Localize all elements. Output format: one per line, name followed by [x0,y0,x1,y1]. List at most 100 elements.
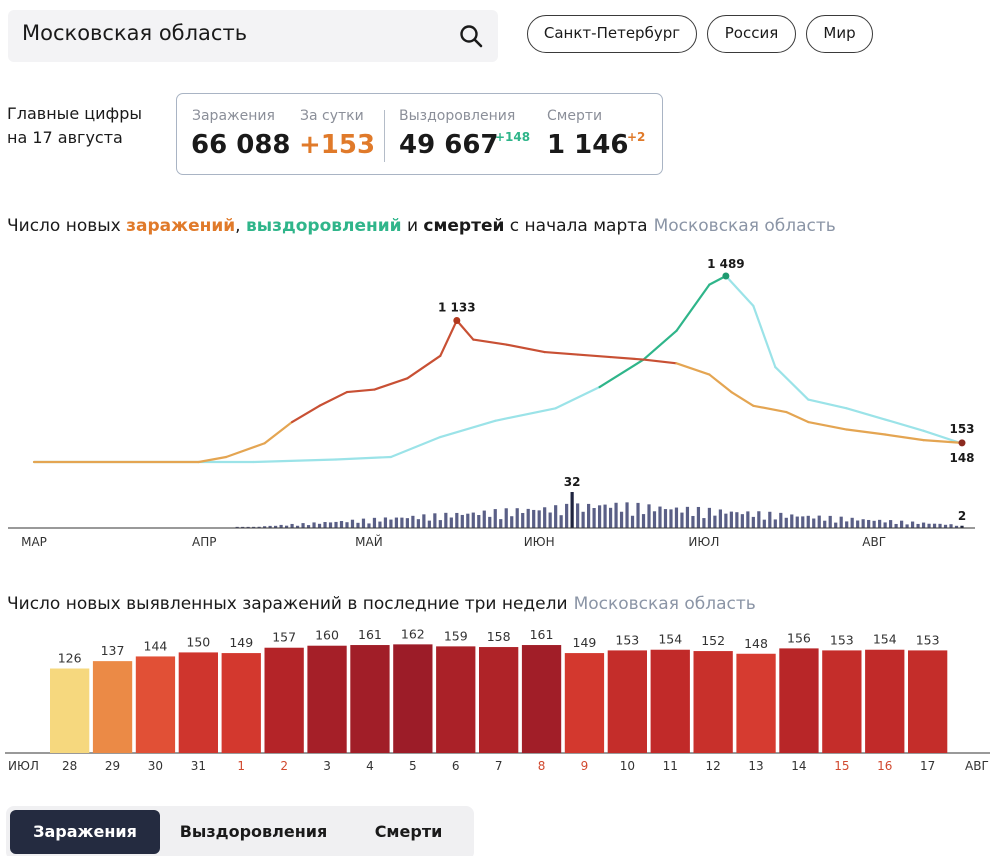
deaths-bar [241,526,245,528]
infections-peak-marker [453,316,461,324]
deaths-bar [279,524,283,528]
recoveries-segment [642,329,678,361]
weekly-value-label: 126 [58,651,82,666]
deaths-bar [614,502,618,528]
infections-segment [373,377,409,391]
deaths-bar [718,509,722,528]
deaths-bar [856,520,860,528]
tab-infections[interactable]: Заражения [10,810,160,854]
infections-segment [439,319,458,357]
deaths-bar [394,517,399,528]
infections-segment [922,439,964,444]
deaths-label: Смерти [547,108,603,124]
weekly-bar [264,647,304,753]
deaths-bar [823,520,827,528]
deaths-bar [268,525,272,528]
recoveries-segment [494,407,557,422]
deaths-bar [619,511,624,528]
infections-segment [505,343,546,354]
main-figures-card: Заражения 66 088 За сутки +153 Выздоровл… [176,93,663,175]
infections-segment [197,455,228,464]
search-icon[interactable] [458,23,484,49]
daily-value: +153 [299,130,376,160]
recoveries-segment [845,407,887,421]
deaths-bar [845,521,849,528]
weekly-date-label: 28 [62,759,77,773]
weekly-bar [607,650,647,753]
weekly-date-label: 3 [323,759,331,773]
weekly-bar [221,653,261,753]
deaths-bar [411,515,415,528]
deaths-bar [383,517,388,528]
deaths-bar [817,515,821,528]
deaths-bar [433,513,437,528]
month-label: МАР [21,535,47,549]
recoveries-peak-marker [722,272,730,280]
recoveries-delta: +148 [495,130,531,144]
weekly-bar [350,645,390,753]
deaths-bar [889,520,893,528]
deaths-bar [773,519,777,528]
tab-recoveries[interactable]: Выздоровления [179,822,328,841]
recoveries-peak-label: 1 489 [707,257,745,271]
deaths-bar [828,515,832,528]
month-label: ИЮН [524,535,555,549]
deaths-bar [861,519,865,528]
deaths-bar [916,523,920,528]
deaths-series [235,492,964,528]
weekly-bar [135,656,176,753]
search-value[interactable]: Московская область [22,21,248,45]
deaths-bar [581,511,585,528]
deaths-bar [696,506,701,528]
deaths-bar [290,523,294,528]
infections-segment [576,353,612,359]
weekly-region: Московская область [573,594,756,614]
deaths-bar [576,503,580,528]
weekly-bar [479,647,519,753]
deaths-bar [554,505,558,528]
infections-segment [263,420,294,445]
deaths-delta: +2 [627,130,646,144]
deaths-bar [729,511,733,528]
deaths-bar [400,517,404,528]
timeline-region: Московская область [653,216,836,236]
deaths-bar [740,514,744,528]
timeline-title-deaths: смертей [423,216,505,236]
region-button-russia[interactable]: Россия [707,15,796,53]
infections-last-marker [958,439,966,447]
weekly-date-label: 16 [877,759,892,773]
weekly-bar [693,651,733,753]
deaths-bar [565,503,569,528]
region-button-world[interactable]: Мир [806,15,873,53]
deaths-bar [493,509,497,528]
infections-segment [845,428,887,436]
deaths-bar [559,515,563,528]
deaths-bar [389,519,393,528]
infections-segment [345,388,376,394]
timeline-title-and: и [401,216,424,236]
deaths-bar [284,525,289,528]
deaths-bar [801,516,805,528]
deaths-bar [746,511,750,528]
deaths-bar [812,518,816,528]
deaths-bar [691,515,695,528]
weekly-date-label: 4 [366,759,374,773]
weekly-value-label: 154 [873,632,897,647]
deaths-bar [724,513,728,528]
region-button-spb[interactable]: Санкт-Петербург [527,15,697,53]
weekly-date-label: 1 [237,759,245,773]
weekly-bar [92,661,133,753]
recoveries-value: 49 667 [399,130,499,160]
deaths-value: 1 146 [547,130,629,160]
weekly-date-label: 15 [834,759,849,773]
deaths-bar [806,515,810,528]
infections-peak-label: 1 133 [438,300,476,314]
deaths-bar [839,516,843,528]
recoveries-last-label: 148 [949,451,974,465]
weekly-date-label: 13 [748,759,763,773]
timeline-title-infections: заражений [126,216,236,236]
tab-deaths[interactable]: Смерти [374,822,443,841]
deaths-bar [312,522,316,528]
search-input[interactable]: Московская область [8,10,498,62]
month-ticks: МАР АПР МАЙ ИЮН ИЮЛ АВГ [21,534,886,549]
